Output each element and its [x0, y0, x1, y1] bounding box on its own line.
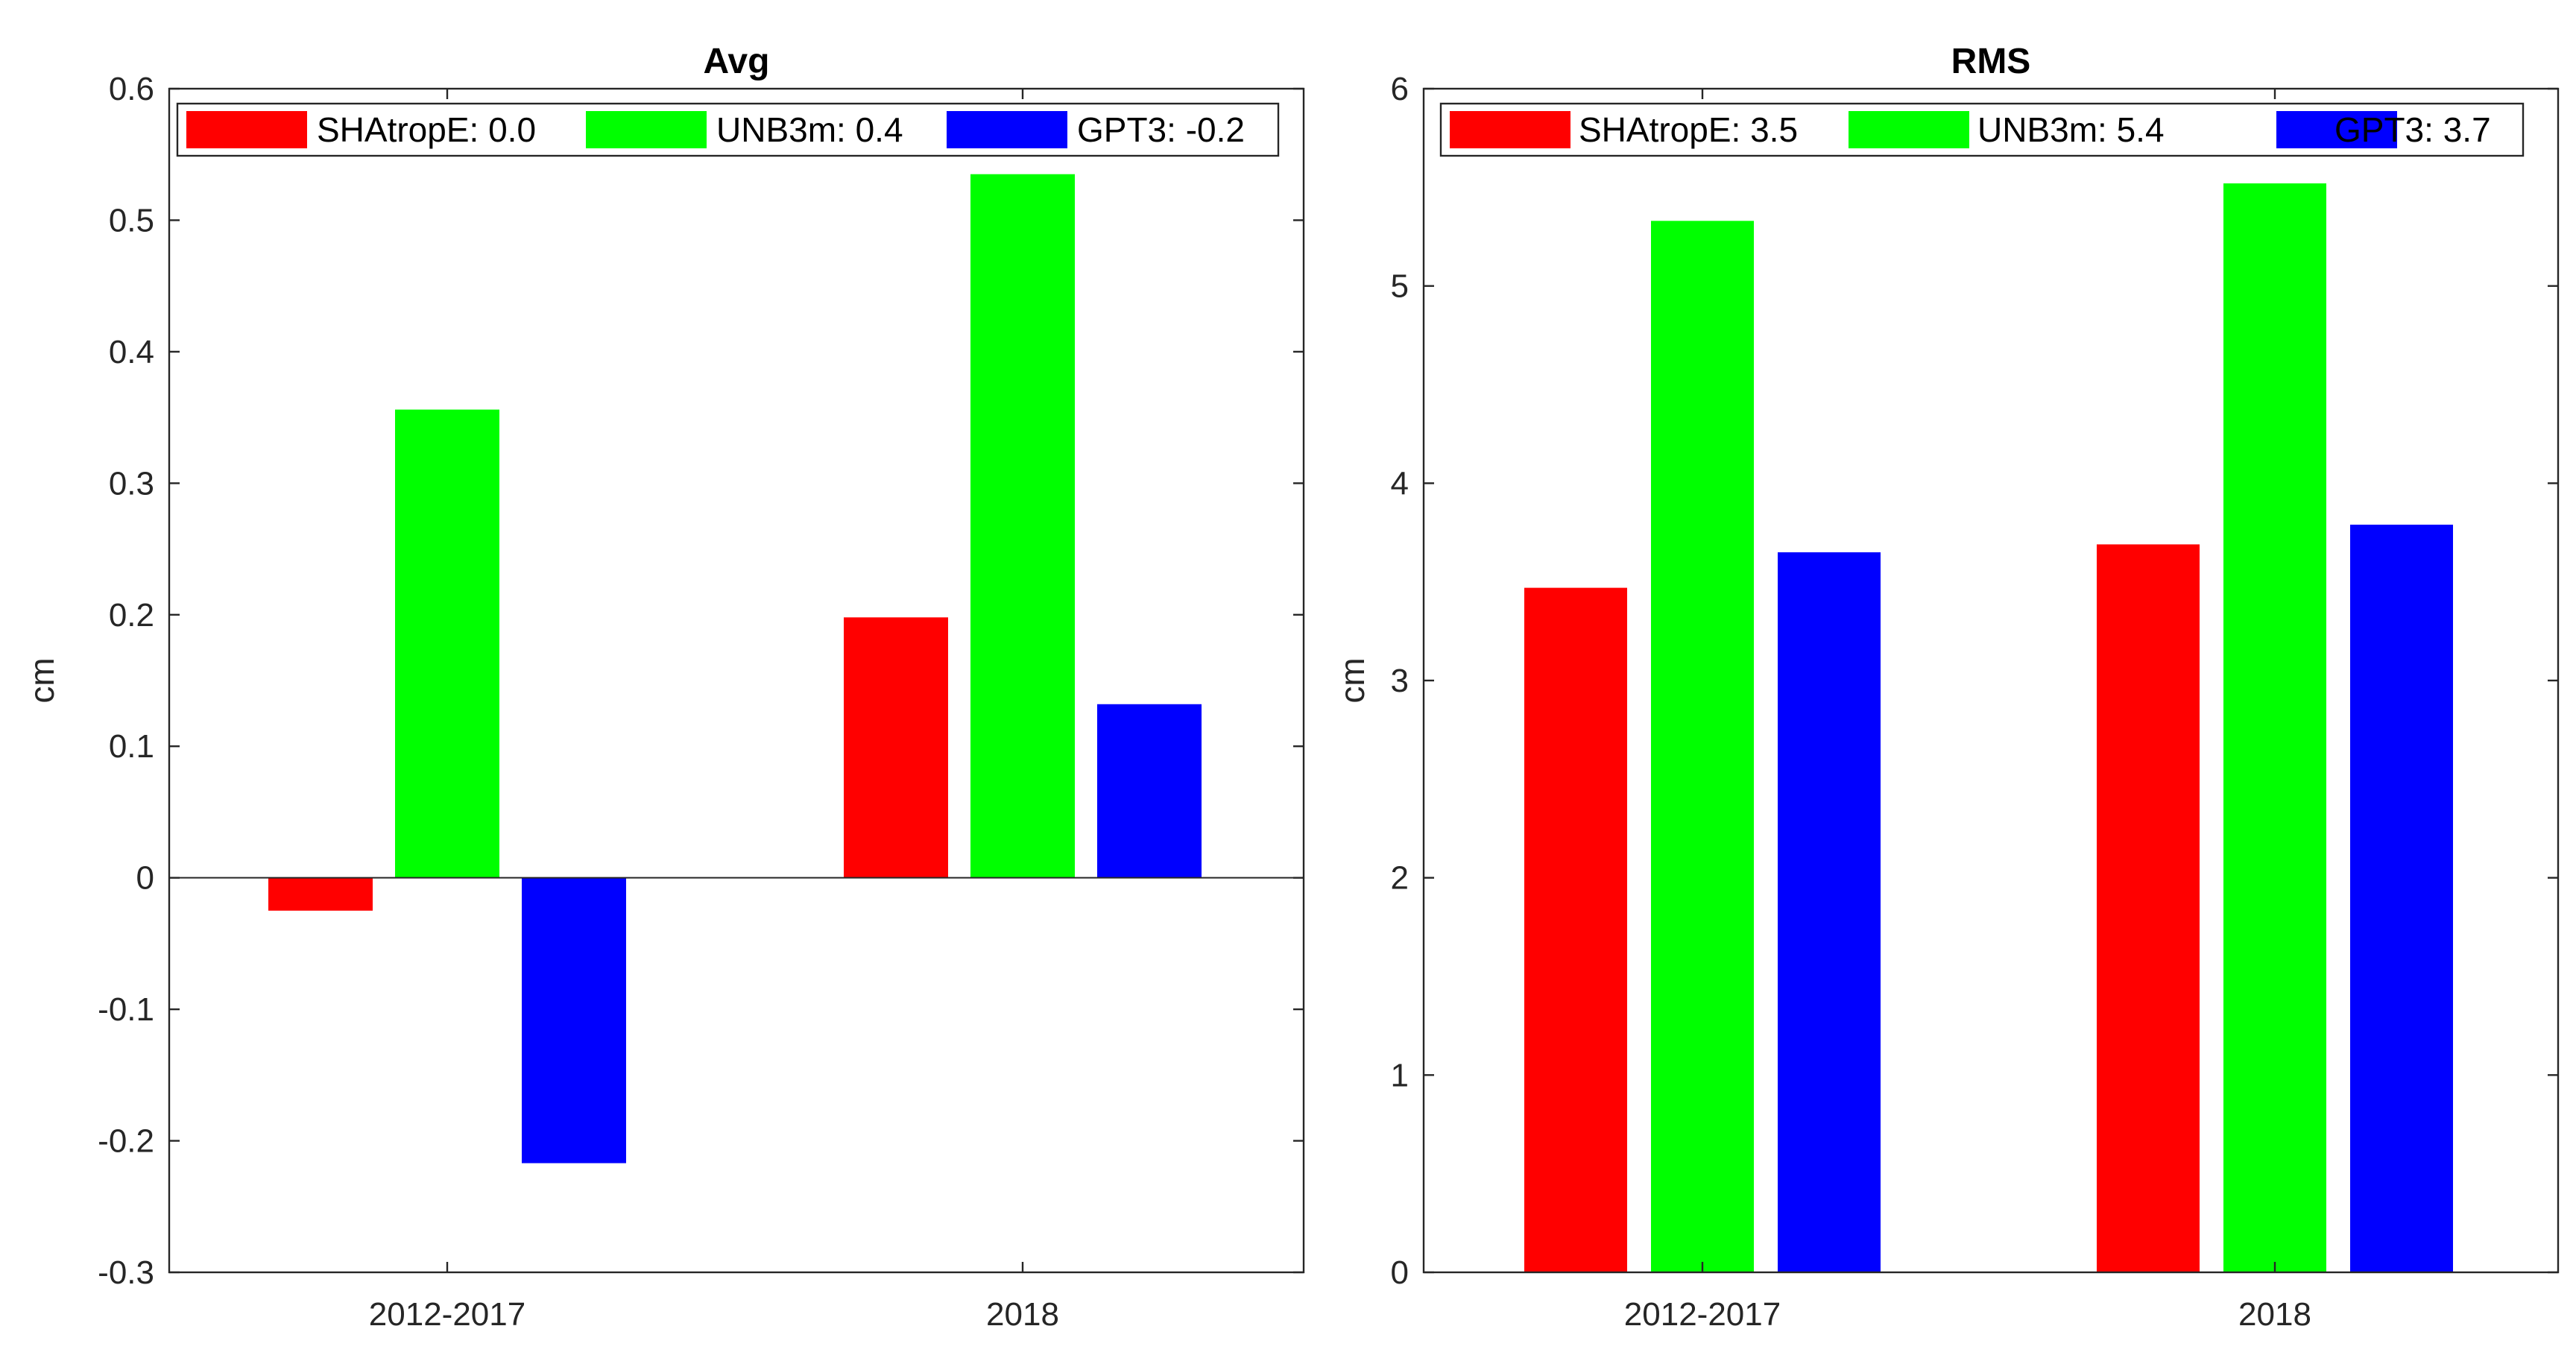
y-tick-label: 2 — [1391, 860, 1409, 897]
y-tick-label: 0.6 — [109, 71, 154, 107]
bar-unb3m-2018 — [970, 174, 1075, 878]
legend-label-gpt3: GPT3: -0.2 — [1077, 110, 1245, 149]
bar-shatrope-2012-2017 — [268, 877, 373, 911]
y-tick-label: 0 — [136, 860, 154, 897]
bar-unb3m-2018 — [2223, 183, 2326, 1272]
y-tick-label: -0.2 — [98, 1123, 154, 1160]
y-tick-label: 5 — [1391, 268, 1409, 305]
bar-gpt3-2012-2017 — [1778, 552, 1881, 1272]
chart-title: RMS — [1951, 42, 2031, 81]
y-tick-label: 4 — [1391, 465, 1409, 502]
y-tick-label: 1 — [1391, 1057, 1409, 1093]
legend-label-unb3m: UNB3m: 0.4 — [716, 110, 903, 149]
legend-label-shatrope: SHAtropE: 0.0 — [317, 110, 536, 149]
legend-label-gpt3: GPT3: 3.7 — [2334, 110, 2491, 149]
bar-shatrope-2018 — [2097, 544, 2200, 1272]
bar-shatrope-2018 — [844, 617, 948, 878]
x-tick-label: 2012-2017 — [1624, 1296, 1781, 1333]
legend-swatch-shatrope — [186, 111, 307, 148]
legend-swatch-shatrope — [1450, 111, 1570, 148]
y-tick-label: 0.1 — [109, 728, 154, 765]
x-tick-label: 2012-2017 — [369, 1296, 525, 1333]
y-axis-label: cm — [1333, 657, 1371, 703]
y-tick-label: 0.5 — [109, 202, 154, 239]
y-tick-label: 6 — [1391, 71, 1409, 107]
bar-unb3m-2012-2017 — [395, 409, 499, 878]
bar-gpt3-2018 — [1097, 704, 1202, 878]
bar-gpt3-2018 — [2350, 524, 2453, 1272]
y-axis-label: cm — [22, 657, 61, 703]
rms-chart: 0 1 2 3 4 5 6 2012-2017 2018 RMS cm SHAtropE: 3.5 UN… — [1333, 42, 2560, 1333]
chart-title: Avg — [704, 42, 770, 81]
legend-swatch-gpt3 — [947, 111, 1067, 148]
y-tick-label: 3 — [1391, 663, 1409, 699]
legend-swatch-unb3m — [586, 111, 707, 148]
legend-swatch-gpt3 — [2276, 111, 2397, 148]
legend-box — [176, 102, 1280, 157]
x-tick-label: 2018 — [2238, 1296, 2311, 1333]
axes-box — [168, 87, 1305, 1274]
bar-unb3m-2012-2017 — [1651, 221, 1754, 1272]
y-tick-label: -0.3 — [98, 1254, 154, 1291]
bar-gpt3-2012-2017 — [522, 877, 626, 1163]
avg-chart: -0.3 -0.2 -0.1 0 0.1 0.2 0.3 0.4 0.5 0.6 2012-2017… — [22, 42, 1305, 1333]
legend: SHAtropE: 3.5 UNB3m: 5.4 GPT3: 3.7 — [1439, 102, 2525, 157]
y-tick-label: -0.1 — [98, 991, 154, 1028]
y-tick-label: 0.2 — [109, 597, 154, 634]
legend: SHAtropE: 0.0 UNB3m: 0.4 GPT3: -0.2 — [176, 102, 1280, 157]
legend-swatch-unb3m — [1849, 111, 1969, 148]
legend-label-shatrope: SHAtropE: 3.5 — [1579, 110, 1798, 149]
y-tick-label: 0.4 — [109, 334, 154, 370]
y-tick-label: 0.3 — [109, 465, 154, 502]
y-tick-label: 0 — [1391, 1254, 1409, 1291]
x-tick-label: 2018 — [986, 1296, 1059, 1333]
bar-shatrope-2012-2017 — [1524, 587, 1627, 1272]
legend-label-unb3m: UNB3m: 5.4 — [1977, 110, 2165, 149]
